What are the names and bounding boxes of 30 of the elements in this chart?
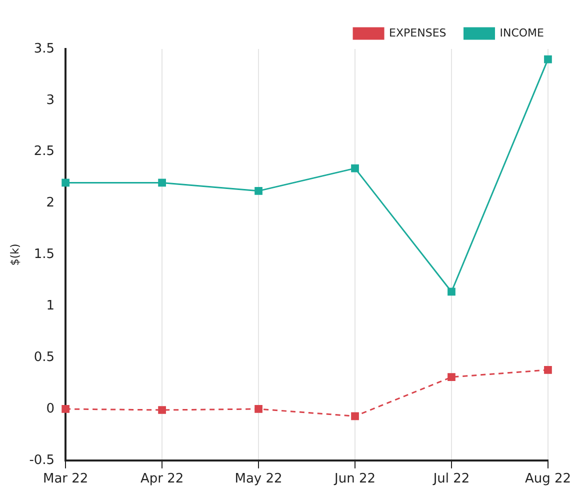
x-tick-label: Apr 22 [140,472,184,487]
point [62,178,70,187]
legend-label: INCOME [500,26,544,40]
point [544,366,552,374]
point [254,187,262,195]
y-tick-label: 2.5 [34,144,55,160]
point [351,412,359,420]
y-tick-label: 1 [46,298,55,314]
point [158,178,166,187]
y-tick-label: 0 [46,401,55,416]
y-tick-label: 1.5 [34,247,55,262]
x-tick-label: Aug 22 [524,472,571,487]
y-axis-title: $(k) [8,244,22,266]
legend-label: EXPENSES [389,26,446,40]
x-tick-label: Mar 22 [42,472,88,487]
x-tick-label: Jun 22 [334,472,376,487]
point [254,405,262,413]
point [158,406,166,414]
y-tick-label: -0.5 [29,452,55,468]
x-tick-label: May 22 [234,472,282,487]
y-tick-label: 2 [46,196,55,211]
point [544,55,552,64]
point [62,405,70,413]
y-tick-label: 3 [46,92,55,108]
x-tick-label: Jul 22 [432,472,470,487]
point [448,373,456,382]
point [351,164,359,172]
y-tick-label: 0.5 [34,350,55,365]
y-tick-label: 3.5 [34,41,55,56]
point [448,288,456,296]
